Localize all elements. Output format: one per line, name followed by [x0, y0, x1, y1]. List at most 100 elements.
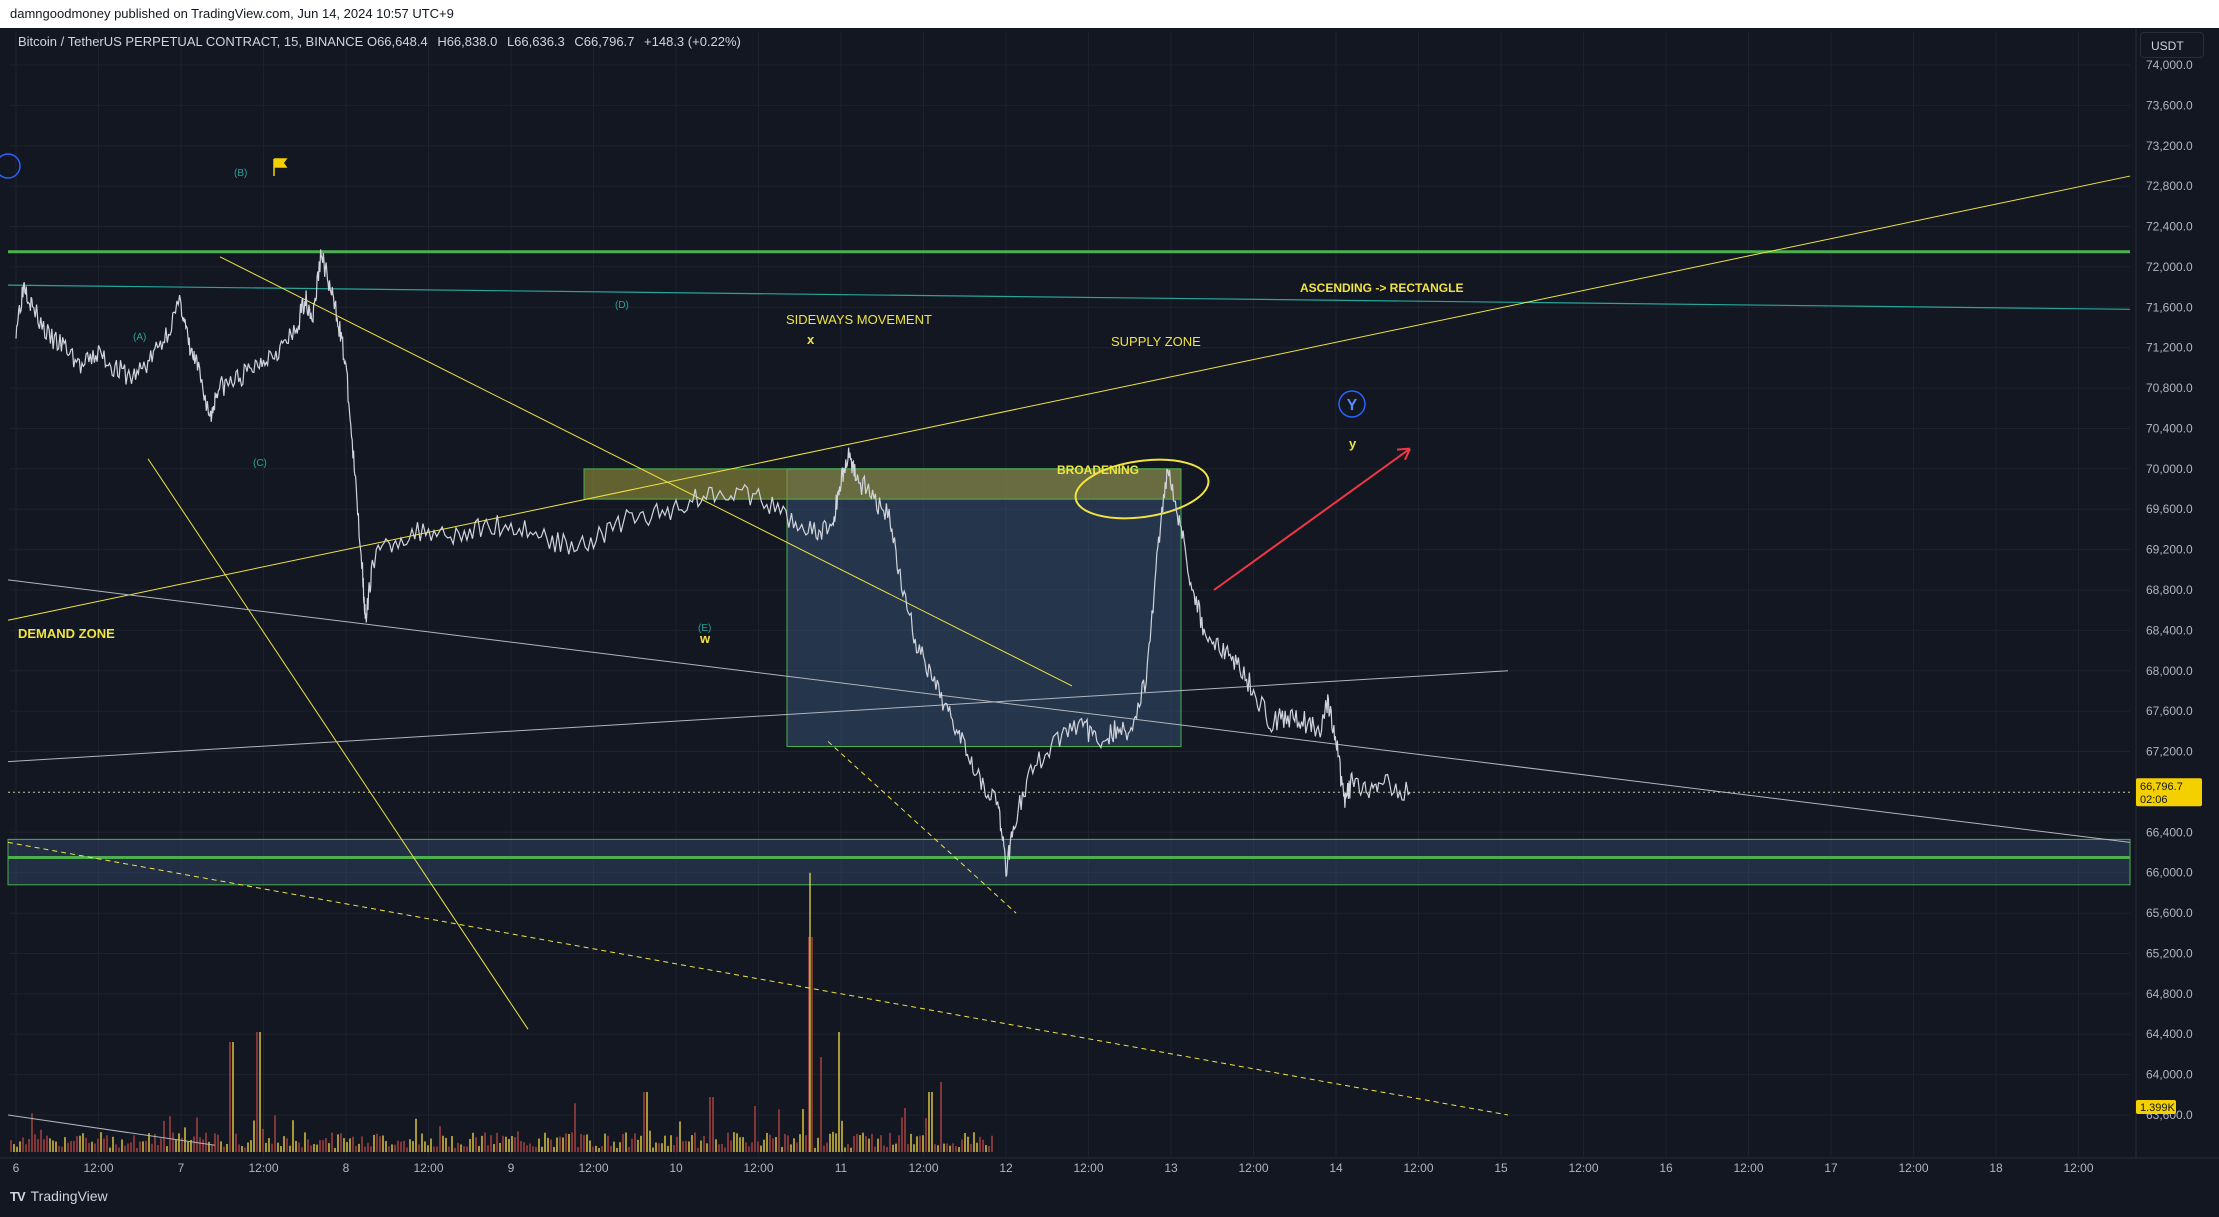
- volume-bar: [523, 1142, 525, 1152]
- volume-bar: [814, 1147, 816, 1152]
- volume-bar: [214, 1133, 216, 1152]
- y-tick-label: 73,200.0: [2146, 139, 2193, 153]
- x-tick-label: 12:00: [578, 1161, 608, 1175]
- volume-bar: [526, 1145, 528, 1152]
- x-tick-label: 12:00: [1733, 1161, 1763, 1175]
- volume-bar: [499, 1142, 501, 1152]
- tradingview-brand[interactable]: TV TradingView: [10, 1188, 108, 1204]
- volume-bar: [145, 1140, 147, 1152]
- steep-yellow-line: [147, 458, 529, 1030]
- x-tick-label: 17: [1824, 1161, 1838, 1175]
- volume-bar: [304, 1132, 306, 1152]
- volume-bar: [883, 1145, 885, 1152]
- volume-bar: [649, 1130, 651, 1152]
- volume-bar: [31, 1113, 33, 1152]
- volume-bar: [805, 1135, 807, 1152]
- wave-Y-circle: [1338, 390, 1366, 418]
- y-tick-label: 65,200.0: [2146, 946, 2193, 960]
- chart-area[interactable]: SIDEWAYS MOVEMENT SUPPLY ZONE BROADENING AS…: [0, 28, 2219, 1217]
- volume-bar: [307, 1139, 309, 1152]
- volume-bar: [904, 1107, 906, 1152]
- publish-header: damngoodmoney published on TradingView.c…: [0, 0, 2219, 28]
- volume-bar: [361, 1136, 363, 1152]
- volume-bar: [490, 1135, 492, 1152]
- volume-bar: [43, 1139, 45, 1152]
- y-tick-label: 70,800.0: [2146, 381, 2193, 395]
- volume-bar: [34, 1134, 36, 1152]
- demand-zone: [7, 838, 2131, 886]
- x-tick-label: 12:00: [743, 1161, 773, 1175]
- volume-bar: [130, 1142, 132, 1152]
- volume-bar: [298, 1142, 300, 1152]
- volume-bar: [607, 1135, 609, 1152]
- descending-yellow-line: [219, 256, 1073, 687]
- volume-bar: [895, 1143, 897, 1152]
- volume-bar: [46, 1135, 48, 1152]
- volume-bar: [532, 1146, 534, 1152]
- red-arrow-line: [1213, 447, 1411, 591]
- volume-bar: [196, 1117, 198, 1152]
- white-descending-line: [7, 579, 2131, 843]
- volume-bar: [808, 937, 810, 1152]
- volume-bar: [949, 1145, 951, 1152]
- volume-bar: [922, 1135, 924, 1152]
- volume-bar: [136, 1147, 138, 1152]
- y-tick-label: 70,000.0: [2146, 462, 2193, 476]
- volume-bar: [397, 1140, 399, 1152]
- volume-bar: [673, 1145, 675, 1152]
- volume-bar: [475, 1137, 477, 1152]
- volume-bar: [256, 1032, 258, 1152]
- volume-bar: [253, 1120, 255, 1152]
- x-tick-label: 12:00: [2063, 1161, 2093, 1175]
- volume-bar: [970, 1144, 972, 1152]
- volume-bar: [442, 1135, 444, 1152]
- volume-bar: [577, 1147, 579, 1152]
- volume-bar: [889, 1132, 891, 1152]
- volume-bar: [925, 1118, 927, 1152]
- volume-bar: [190, 1139, 192, 1152]
- volume-bar: [262, 1128, 264, 1152]
- volume-bar: [763, 1139, 765, 1152]
- volume-bar: [61, 1146, 63, 1152]
- x-tick-label: 14: [1329, 1161, 1343, 1175]
- white-ascending-line: [7, 670, 1509, 763]
- volume-bar: [400, 1141, 402, 1152]
- volume-bar: [589, 1140, 591, 1152]
- volume-bar: [421, 1133, 423, 1152]
- x-tick-label: 15: [1494, 1161, 1508, 1175]
- volume-bar: [346, 1142, 348, 1152]
- volume-bar: [457, 1142, 459, 1152]
- volume-bar: [334, 1147, 336, 1152]
- volume-bar: [682, 1141, 684, 1152]
- volume-bar: [205, 1132, 207, 1152]
- volume-bar: [559, 1136, 561, 1152]
- open-label: O: [366, 34, 378, 49]
- volume-bar: [325, 1138, 327, 1152]
- volume-bar: [55, 1141, 57, 1152]
- volume-bar: [511, 1135, 513, 1152]
- volume-bar: [574, 1103, 576, 1152]
- x-tick-label: 12:00: [1073, 1161, 1103, 1175]
- volume-bar: [688, 1141, 690, 1152]
- red-arrow-head: [1396, 447, 1411, 461]
- volume-bar: [394, 1144, 396, 1152]
- volume-bar: [604, 1133, 606, 1152]
- volume-bar: [385, 1141, 387, 1152]
- volume-bar: [223, 1146, 225, 1152]
- volume-bar: [259, 1032, 261, 1152]
- price-chart[interactable]: SIDEWAYS MOVEMENT SUPPLY ZONE BROADENING AS…: [0, 28, 2219, 1217]
- volume-bar: [121, 1139, 123, 1152]
- volume-bar: [502, 1135, 504, 1152]
- x-tick-label: 12: [999, 1161, 1013, 1175]
- y-tick-label: 67,200.0: [2146, 745, 2193, 759]
- volume-bar: [76, 1136, 78, 1152]
- currency-button[interactable]: USDT: [2140, 32, 2204, 58]
- volume-bar: [232, 1042, 234, 1152]
- supply-circle: [1074, 458, 1210, 520]
- volume-bar: [328, 1143, 330, 1152]
- volume-bar: [427, 1145, 429, 1152]
- volume-bar: [355, 1146, 357, 1152]
- ascending-yellow-line: [7, 175, 2131, 621]
- volume-bar: [745, 1142, 747, 1152]
- volume-bar: [988, 1145, 990, 1152]
